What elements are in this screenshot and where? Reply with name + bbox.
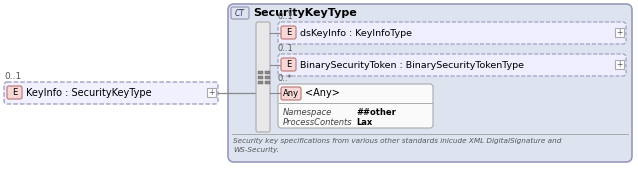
Bar (265, 75, 270, 79)
Text: Security key specifications from various other standards inicude XML DigitalSign: Security key specifications from various… (233, 138, 561, 144)
Bar (207, 88, 216, 97)
Text: +: + (616, 28, 623, 37)
FancyBboxPatch shape (281, 58, 296, 71)
Text: KeyInfo : SecurityKeyType: KeyInfo : SecurityKeyType (26, 88, 152, 98)
FancyBboxPatch shape (231, 7, 249, 19)
FancyBboxPatch shape (278, 54, 626, 76)
Text: 0..*: 0..* (278, 74, 293, 83)
Bar (258, 70, 263, 74)
Text: 0..1: 0..1 (4, 72, 21, 81)
Bar (265, 70, 270, 74)
FancyBboxPatch shape (281, 26, 296, 39)
Text: 0..1: 0..1 (278, 44, 293, 53)
Bar (265, 80, 270, 84)
FancyBboxPatch shape (256, 22, 270, 132)
FancyBboxPatch shape (228, 4, 632, 162)
Text: CT: CT (235, 8, 245, 17)
Text: E: E (12, 88, 17, 97)
Bar (258, 80, 263, 84)
FancyBboxPatch shape (7, 86, 22, 99)
Text: BinarySecurityToken : BinarySecurityTokenType: BinarySecurityToken : BinarySecurityToke… (300, 60, 524, 70)
Text: WS-Security.: WS-Security. (233, 147, 279, 153)
Text: dsKeyInfo : KeyInfoType: dsKeyInfo : KeyInfoType (300, 28, 412, 37)
Text: <Any>: <Any> (305, 89, 340, 98)
FancyBboxPatch shape (278, 22, 626, 44)
Bar (615, 60, 624, 69)
FancyBboxPatch shape (4, 82, 218, 104)
Text: Lax: Lax (356, 118, 372, 127)
FancyBboxPatch shape (281, 87, 301, 100)
Text: +: + (616, 60, 623, 69)
FancyBboxPatch shape (278, 84, 433, 128)
Text: Namespace: Namespace (283, 108, 332, 117)
Text: ProcessContents: ProcessContents (283, 118, 353, 127)
Text: E: E (286, 28, 291, 37)
Text: ##other: ##other (356, 108, 396, 117)
Text: Any: Any (283, 89, 299, 98)
Text: +: + (209, 88, 215, 97)
Bar (258, 75, 263, 79)
Text: SecurityKeyType: SecurityKeyType (253, 8, 357, 18)
Text: 0..1: 0..1 (278, 12, 293, 21)
Bar (615, 28, 624, 37)
Text: E: E (286, 60, 291, 69)
